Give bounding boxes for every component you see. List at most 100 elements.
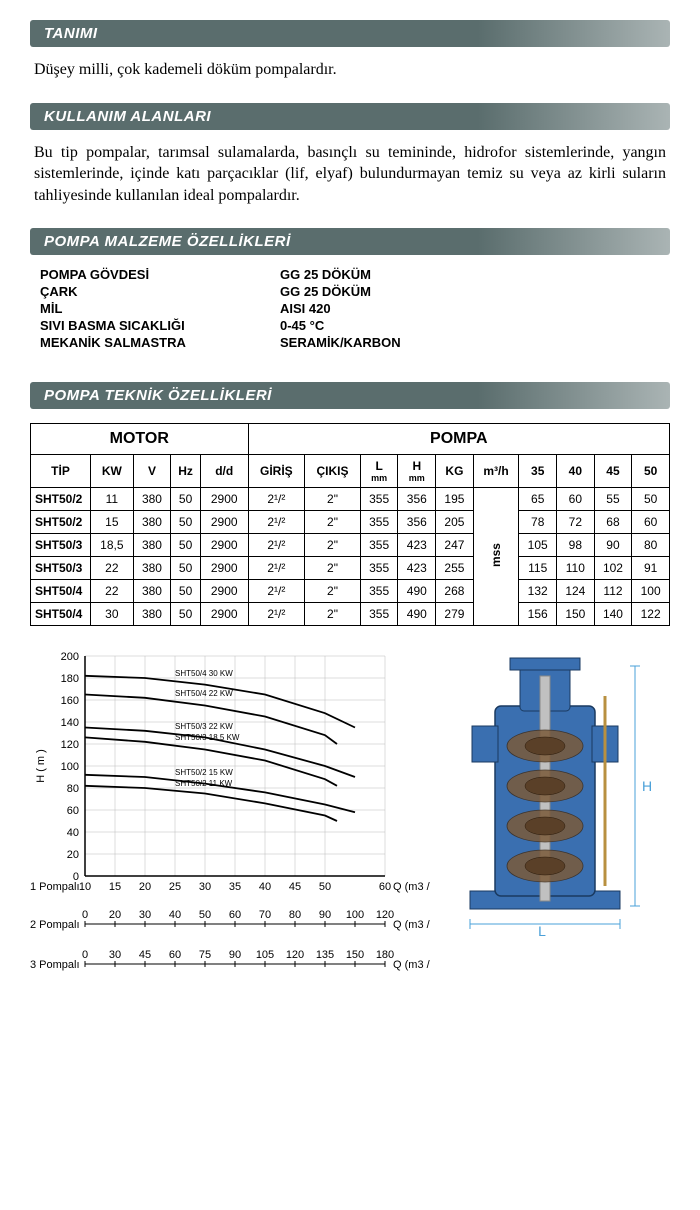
svg-text:40: 40 bbox=[259, 881, 271, 893]
cell-dd: 2900 bbox=[200, 511, 248, 534]
cell-h: 490 bbox=[398, 603, 436, 626]
usage-text: Bu tip pompalar, tarımsal sulamalarda, b… bbox=[30, 130, 670, 219]
cell-q45: 90 bbox=[594, 534, 632, 557]
cell-cikis: 2" bbox=[305, 511, 361, 534]
svg-text:50: 50 bbox=[199, 909, 211, 921]
svg-text:30: 30 bbox=[139, 909, 151, 921]
svg-text:120: 120 bbox=[286, 949, 304, 961]
cell-q35: 78 bbox=[519, 511, 557, 534]
cell-q50: 100 bbox=[632, 580, 670, 603]
svg-text:80: 80 bbox=[67, 783, 79, 795]
svg-text:10: 10 bbox=[79, 881, 91, 893]
svg-text:45: 45 bbox=[139, 949, 151, 961]
svg-text:0: 0 bbox=[82, 949, 88, 961]
cell-h: 356 bbox=[398, 488, 436, 511]
cell-v: 380 bbox=[133, 580, 171, 603]
cell-h: 423 bbox=[398, 557, 436, 580]
pompa-group-header: POMPA bbox=[248, 424, 669, 455]
cell-v: 380 bbox=[133, 511, 171, 534]
cell-q40: 110 bbox=[557, 557, 595, 580]
svg-text:35: 35 bbox=[229, 881, 241, 893]
cell-hz: 50 bbox=[171, 534, 201, 557]
cell-dd: 2900 bbox=[200, 488, 248, 511]
section-header-definition: TANIMI bbox=[30, 20, 670, 47]
svg-text:1 Pompalı: 1 Pompalı bbox=[30, 881, 80, 893]
svg-text:SHT50/2 11 KW: SHT50/2 11 KW bbox=[175, 779, 233, 788]
cell-kw: 30 bbox=[91, 603, 134, 626]
cell-hz: 50 bbox=[171, 603, 201, 626]
col-hz: Hz bbox=[171, 455, 201, 488]
cell-kg: 247 bbox=[436, 534, 474, 557]
motor-group-header: MOTOR bbox=[31, 424, 249, 455]
cell-q50: 80 bbox=[632, 534, 670, 557]
cell-tip: SHT50/4 bbox=[31, 580, 91, 603]
table-row: SHT50/3223805029002¹/²2"3554232551151101… bbox=[31, 557, 670, 580]
material-value: GG 25 DÖKÜM bbox=[280, 267, 660, 282]
svg-text:15: 15 bbox=[109, 881, 121, 893]
svg-text:SHT50/3 18.5 KW: SHT50/3 18.5 KW bbox=[175, 733, 240, 742]
svg-text:75: 75 bbox=[199, 949, 211, 961]
cell-hz: 50 bbox=[171, 580, 201, 603]
cell-l: 355 bbox=[360, 534, 398, 557]
svg-text:180: 180 bbox=[376, 949, 394, 961]
cell-q35: 115 bbox=[519, 557, 557, 580]
svg-text:H ( m ): H ( m ) bbox=[35, 750, 47, 784]
cell-kw: 11 bbox=[91, 488, 134, 511]
cell-tip: SHT50/4 bbox=[31, 603, 91, 626]
cell-cikis: 2" bbox=[305, 557, 361, 580]
cell-tip: SHT50/2 bbox=[31, 488, 91, 511]
cell-kg: 255 bbox=[436, 557, 474, 580]
svg-text:40: 40 bbox=[67, 827, 79, 839]
cell-q40: 72 bbox=[557, 511, 595, 534]
svg-text:60: 60 bbox=[379, 881, 391, 893]
cell-kg: 205 bbox=[436, 511, 474, 534]
material-value: 0-45 °C bbox=[280, 318, 660, 333]
svg-text:150: 150 bbox=[346, 949, 364, 961]
svg-text:50: 50 bbox=[319, 881, 331, 893]
svg-text:180: 180 bbox=[61, 673, 79, 685]
cell-q35: 156 bbox=[519, 603, 557, 626]
cell-tip: SHT50/3 bbox=[31, 534, 91, 557]
svg-text:90: 90 bbox=[229, 949, 241, 961]
col-tip: TİP bbox=[31, 455, 91, 488]
cell-q45: 140 bbox=[594, 603, 632, 626]
cell-giris: 2¹/² bbox=[248, 534, 305, 557]
svg-text:60: 60 bbox=[169, 949, 181, 961]
cell-q35: 105 bbox=[519, 534, 557, 557]
mss-cell: mss bbox=[473, 488, 519, 626]
section-header-usage: KULLANIM ALANLARI bbox=[30, 103, 670, 130]
cell-h: 423 bbox=[398, 534, 436, 557]
svg-text:140: 140 bbox=[61, 717, 79, 729]
cell-cikis: 2" bbox=[305, 534, 361, 557]
cell-q45: 112 bbox=[594, 580, 632, 603]
svg-text:90: 90 bbox=[319, 909, 331, 921]
svg-text:Q (m3 / h): Q (m3 / h) bbox=[393, 959, 430, 971]
pump-cutaway-image: HL bbox=[450, 646, 660, 936]
tech-specs-table: MOTOR POMPA TİP KW V Hz d/d GİRİŞ ÇIKIŞ … bbox=[30, 423, 670, 626]
cell-v: 380 bbox=[133, 603, 171, 626]
svg-text:Q (m3 / h): Q (m3 / h) bbox=[393, 919, 430, 931]
cell-cikis: 2" bbox=[305, 603, 361, 626]
svg-text:20: 20 bbox=[67, 849, 79, 861]
col-q35: 35 bbox=[519, 455, 557, 488]
svg-text:30: 30 bbox=[199, 881, 211, 893]
col-kw: KW bbox=[91, 455, 134, 488]
cell-q45: 55 bbox=[594, 488, 632, 511]
col-q45: 45 bbox=[594, 455, 632, 488]
svg-text:60: 60 bbox=[67, 805, 79, 817]
cell-q45: 102 bbox=[594, 557, 632, 580]
material-value: SERAMİK/KARBON bbox=[280, 335, 660, 350]
cell-q35: 65 bbox=[519, 488, 557, 511]
cell-kw: 22 bbox=[91, 557, 134, 580]
material-label: MEKANİK SALMASTRA bbox=[40, 335, 250, 350]
svg-text:H: H bbox=[642, 778, 652, 794]
svg-text:40: 40 bbox=[169, 909, 181, 921]
cell-giris: 2¹/² bbox=[248, 580, 305, 603]
cell-v: 380 bbox=[133, 534, 171, 557]
col-kg: KG bbox=[436, 455, 474, 488]
cell-tip: SHT50/3 bbox=[31, 557, 91, 580]
cell-h: 356 bbox=[398, 511, 436, 534]
svg-text:2 Pompalı: 2 Pompalı bbox=[30, 919, 80, 931]
cell-q40: 98 bbox=[557, 534, 595, 557]
performance-chart: 020406080100120140160180200H ( m )SHT50/… bbox=[30, 646, 430, 1006]
